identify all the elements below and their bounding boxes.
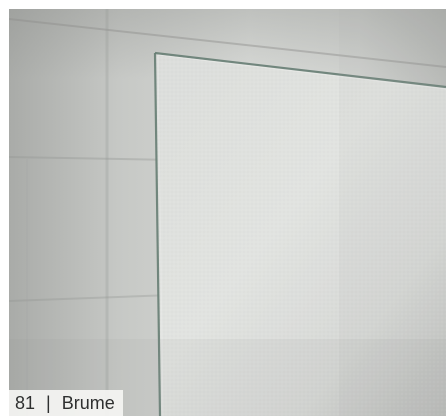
swatch-name: Brume xyxy=(61,393,115,413)
caption-separator: | xyxy=(46,393,51,413)
swatch-caption: 81 | Brume xyxy=(9,390,123,416)
glass-panel-photo xyxy=(9,9,446,416)
swatch-number: 81 xyxy=(15,393,36,413)
glass-panel-image xyxy=(9,9,446,416)
